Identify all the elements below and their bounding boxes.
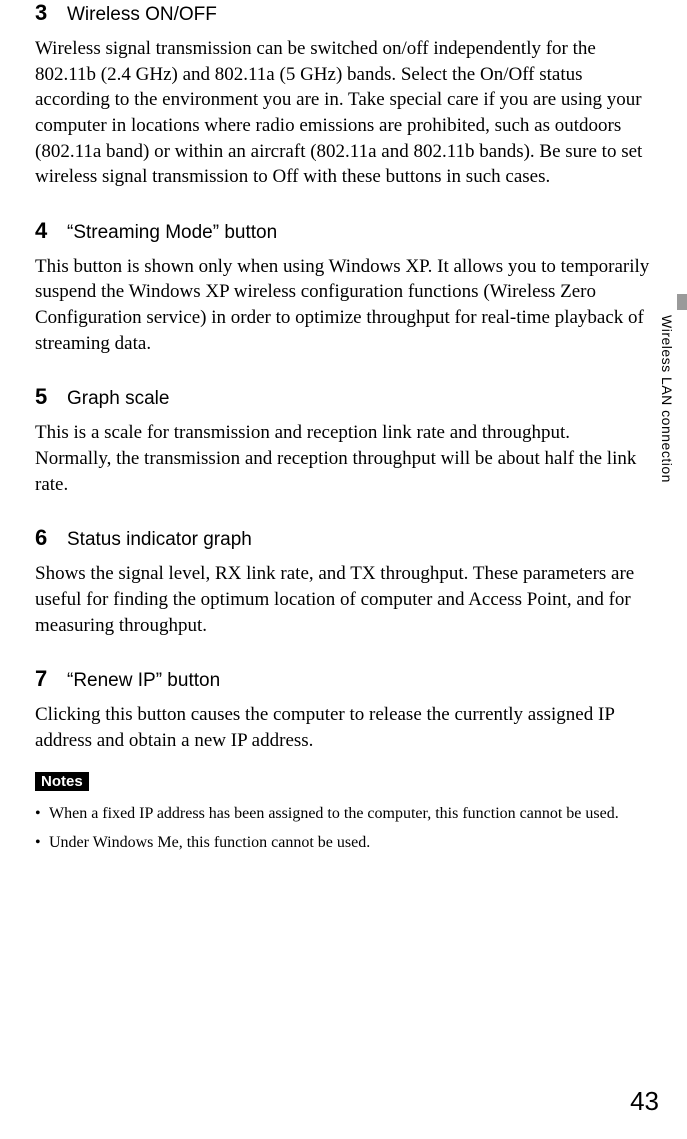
note-item: Under Windows Me, this function cannot b… [35,832,650,854]
section-body: Shows the signal level, RX link rate, an… [35,561,650,638]
section-3: 3 Wireless ON/OFF Wireless signal transm… [35,0,650,190]
note-item: When a fixed IP address has been assigne… [35,803,650,825]
page-content: 3 Wireless ON/OFF Wireless signal transm… [35,0,650,862]
section-title: “Renew IP” button [67,670,220,692]
section-4: 4 “Streaming Mode” button This button is… [35,218,650,357]
side-tab [677,294,687,310]
section-title: Wireless ON/OFF [67,4,217,26]
section-head: 7 “Renew IP” button [35,666,650,692]
section-7: 7 “Renew IP” button Clicking this button… [35,666,650,853]
section-body: This button is shown only when using Win… [35,254,650,357]
section-body: Clicking this button causes the computer… [35,702,650,753]
section-number: 3 [35,0,67,26]
notes-label: Notes [35,772,89,791]
notes-list: When a fixed IP address has been assigne… [35,803,650,854]
section-body: Wireless signal transmission can be swit… [35,36,650,190]
section-title: Status indicator graph [67,529,252,551]
section-body: This is a scale for transmission and rec… [35,420,650,497]
section-number: 6 [35,525,67,551]
section-number: 7 [35,666,67,692]
section-number: 4 [35,218,67,244]
section-head: 5 Graph scale [35,384,650,410]
section-title: Graph scale [67,388,169,410]
section-number: 5 [35,384,67,410]
section-title: “Streaming Mode” button [67,222,277,244]
side-section-label: Wireless LAN connection [659,315,675,483]
section-6: 6 Status indicator graph Shows the signa… [35,525,650,638]
page-number: 43 [630,1086,659,1117]
section-head: 3 Wireless ON/OFF [35,0,650,26]
section-head: 4 “Streaming Mode” button [35,218,650,244]
section-head: 6 Status indicator graph [35,525,650,551]
section-5: 5 Graph scale This is a scale for transm… [35,384,650,497]
